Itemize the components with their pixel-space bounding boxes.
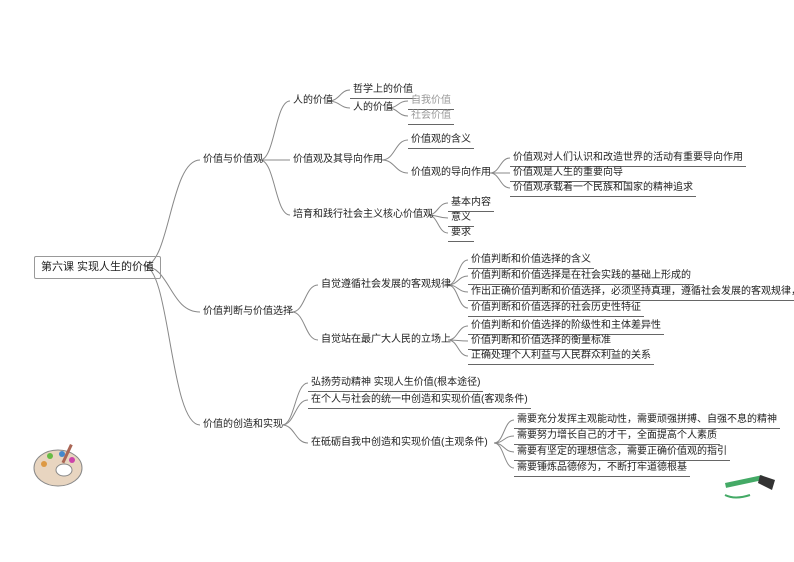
node-b3-3-3[interactable]: 需要有坚定的理想信念，需要正确价值观的指引 [514,444,730,461]
node-b2-1-4[interactable]: 价值判断和价值选择的社会历史性特征 [468,300,644,317]
node-b1-2-2[interactable]: 价值观的导向作用 [408,165,494,181]
node-b3-1[interactable]: 弘扬劳动精神 实现人生价值(根本途径) [308,375,483,392]
node-b1-3[interactable]: 培育和践行社会主义核心价值观 [290,207,436,223]
node-b3-3-4[interactable]: 需要锤炼品德修为，不断打牢道德根基 [514,460,690,477]
branch-b3[interactable]: 价值的创造和实现 [200,417,286,433]
node-b1-3-3[interactable]: 要求 [448,225,474,242]
node-b2-1-2[interactable]: 价值判断和价值选择是在社会实践的基础上形成的 [468,268,694,285]
node-b1-1-2[interactable]: 人的价值 [350,100,396,116]
node-b1-2[interactable]: 价值观及其导向作用 [290,152,386,168]
palette-icon [30,440,90,490]
node-b1-1-2-2[interactable]: 社会价值 [408,108,454,125]
branch-b1[interactable]: 价值与价值观 [200,152,266,168]
branch-b2[interactable]: 价值判断与价值选择 [200,304,296,320]
node-b1-2-2-3[interactable]: 价值观承载着一个民族和国家的精神追求 [510,180,696,197]
node-b2-1-1[interactable]: 价值判断和价值选择的含义 [468,252,594,269]
root-node[interactable]: 第六课 实现人生的价值 [34,256,161,279]
brush-icon [720,465,780,505]
node-b2-2[interactable]: 自觉站在最广大人民的立场上 [318,332,454,348]
node-b3-3-2[interactable]: 需要努力增长自己的才干，全面提高个人素质 [514,428,720,445]
node-b3-3[interactable]: 在砥砺自我中创造和实现价值(主观条件) [308,435,491,451]
node-b1-1[interactable]: 人的价值 [290,93,336,109]
node-b2-1-3[interactable]: 作出正确价值判断和价值选择，必须坚持真理，遵循社会发展的客观规律，走历史的必由之… [468,284,794,301]
node-b2-1[interactable]: 自觉遵循社会发展的客观规律 [318,277,454,293]
node-b1-1-1[interactable]: 哲学上的价值 [350,82,416,99]
node-b1-2-1[interactable]: 价值观的含义 [408,132,474,149]
node-b3-2[interactable]: 在个人与社会的统一中创造和实现价值(客观条件) [308,392,531,409]
node-b2-2-3[interactable]: 正确处理个人利益与人民群众利益的关系 [468,348,654,365]
node-b3-3-1[interactable]: 需要充分发挥主观能动性，需要顽强拼搏、自强不息的精神 [514,412,780,429]
